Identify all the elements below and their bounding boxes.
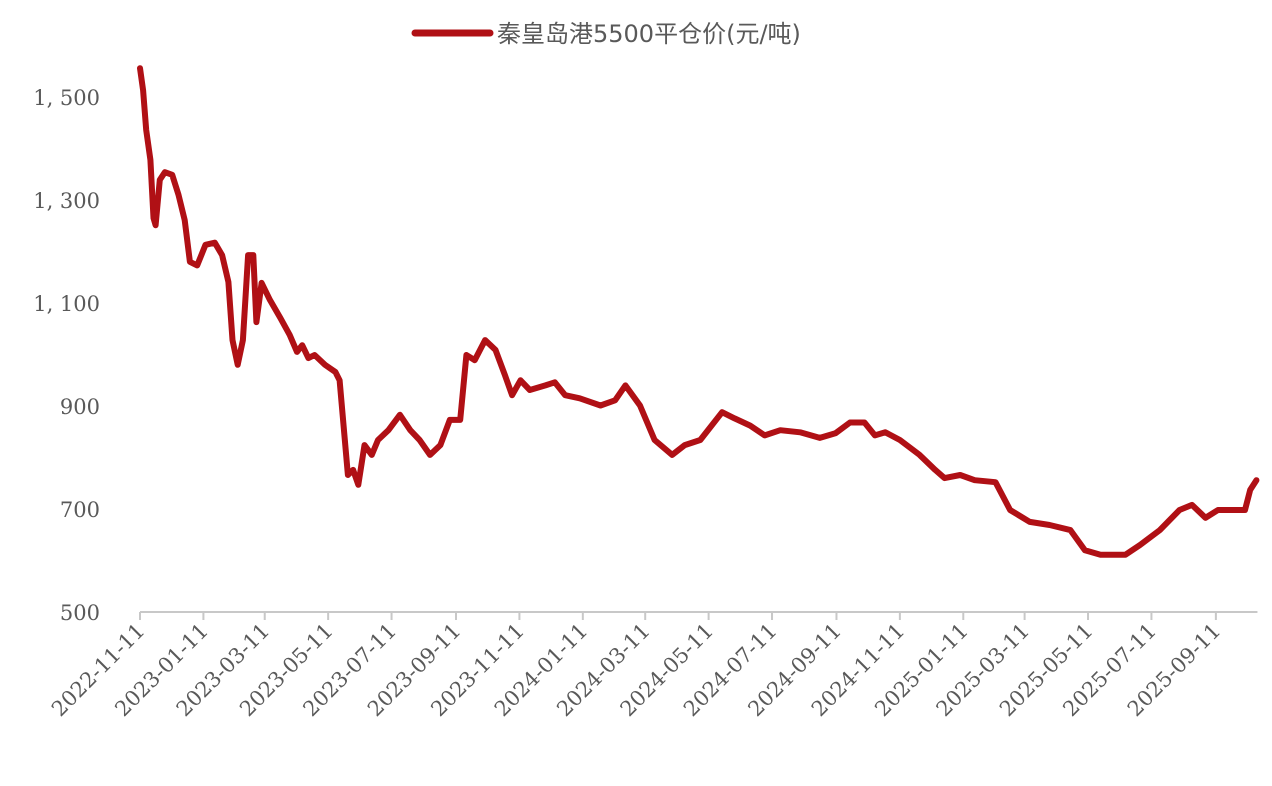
series-line [137,65,1260,558]
y-tick-label: 1, 300 [33,189,100,213]
series-group [137,65,1260,558]
y-tick-label: 500 [60,601,100,625]
y-tick-label: 1, 100 [33,292,100,316]
legend-label: 秦皇岛港5500平仓价(元/吨) [497,20,801,48]
y-tick-label: 900 [60,395,100,419]
y-axis: 500 700 900 1, 100 1, 300 1, 500 [33,86,100,625]
y-tick-label: 700 [60,498,100,522]
y-tick-label: 1, 500 [33,86,100,110]
x-axis: 2022-11-112023-01-112023-03-112023-05-11… [47,611,1258,721]
legend: 秦皇岛港5500平仓价(元/吨) [411,20,801,48]
